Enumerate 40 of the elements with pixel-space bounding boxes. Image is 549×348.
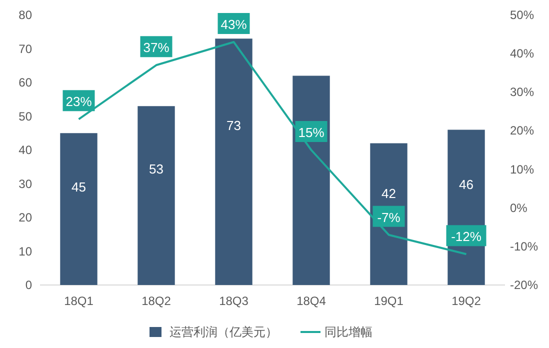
legend-label: 运营利润（亿美元）: [170, 325, 278, 339]
bar: [60, 133, 98, 285]
y2-tick-label: 40%: [510, 46, 534, 61]
y2-tick-label: 30%: [510, 85, 534, 100]
y-tick-label: 50: [18, 109, 32, 124]
x-tick-label: 18Q2: [142, 294, 172, 308]
y2-tick-label: 20%: [510, 124, 534, 138]
x-tick-label: 18Q4: [296, 294, 326, 308]
bar: [138, 106, 175, 285]
y2-tick-label: -10%: [510, 239, 538, 254]
y-tick-label: 10: [18, 244, 32, 258]
x-tick-label: 18Q1: [64, 294, 94, 308]
data-label: 37%: [143, 40, 170, 56]
data-label: 46: [459, 177, 474, 192]
bar: [215, 38, 252, 285]
data-label: 43%: [220, 17, 248, 32]
data-label: 45: [72, 179, 86, 194]
y-tick-label: 40: [18, 143, 32, 157]
data-label: 23%: [66, 94, 92, 110]
y2-tick-label: -20%: [510, 278, 538, 292]
data-label: 15%: [298, 125, 325, 140]
bar: [292, 76, 330, 285]
y2-tick-label: 10%: [510, 162, 534, 176]
legend-label: 同比增幅: [324, 325, 372, 339]
y2-tick-label: 0%: [510, 200, 528, 215]
data-label: 73: [226, 118, 241, 133]
data-label: -12%: [451, 229, 482, 244]
x-tick-label: 18Q3: [219, 294, 249, 308]
data-label: 42: [382, 186, 396, 201]
y-tick-label: 30: [18, 176, 32, 191]
y-tick-label: 20: [18, 210, 32, 224]
x-tick-label: 19Q2: [452, 294, 482, 308]
y2-tick-label: 50%: [510, 8, 534, 22]
x-tick-label: 19Q1: [374, 294, 404, 308]
y-tick-label: 80: [18, 8, 32, 22]
y-tick-label: 0: [25, 278, 32, 292]
data-label: 53: [149, 162, 164, 177]
y-tick-label: 70: [18, 42, 32, 56]
y-tick-label: 60: [18, 76, 32, 90]
data-label: -7%: [377, 210, 401, 225]
